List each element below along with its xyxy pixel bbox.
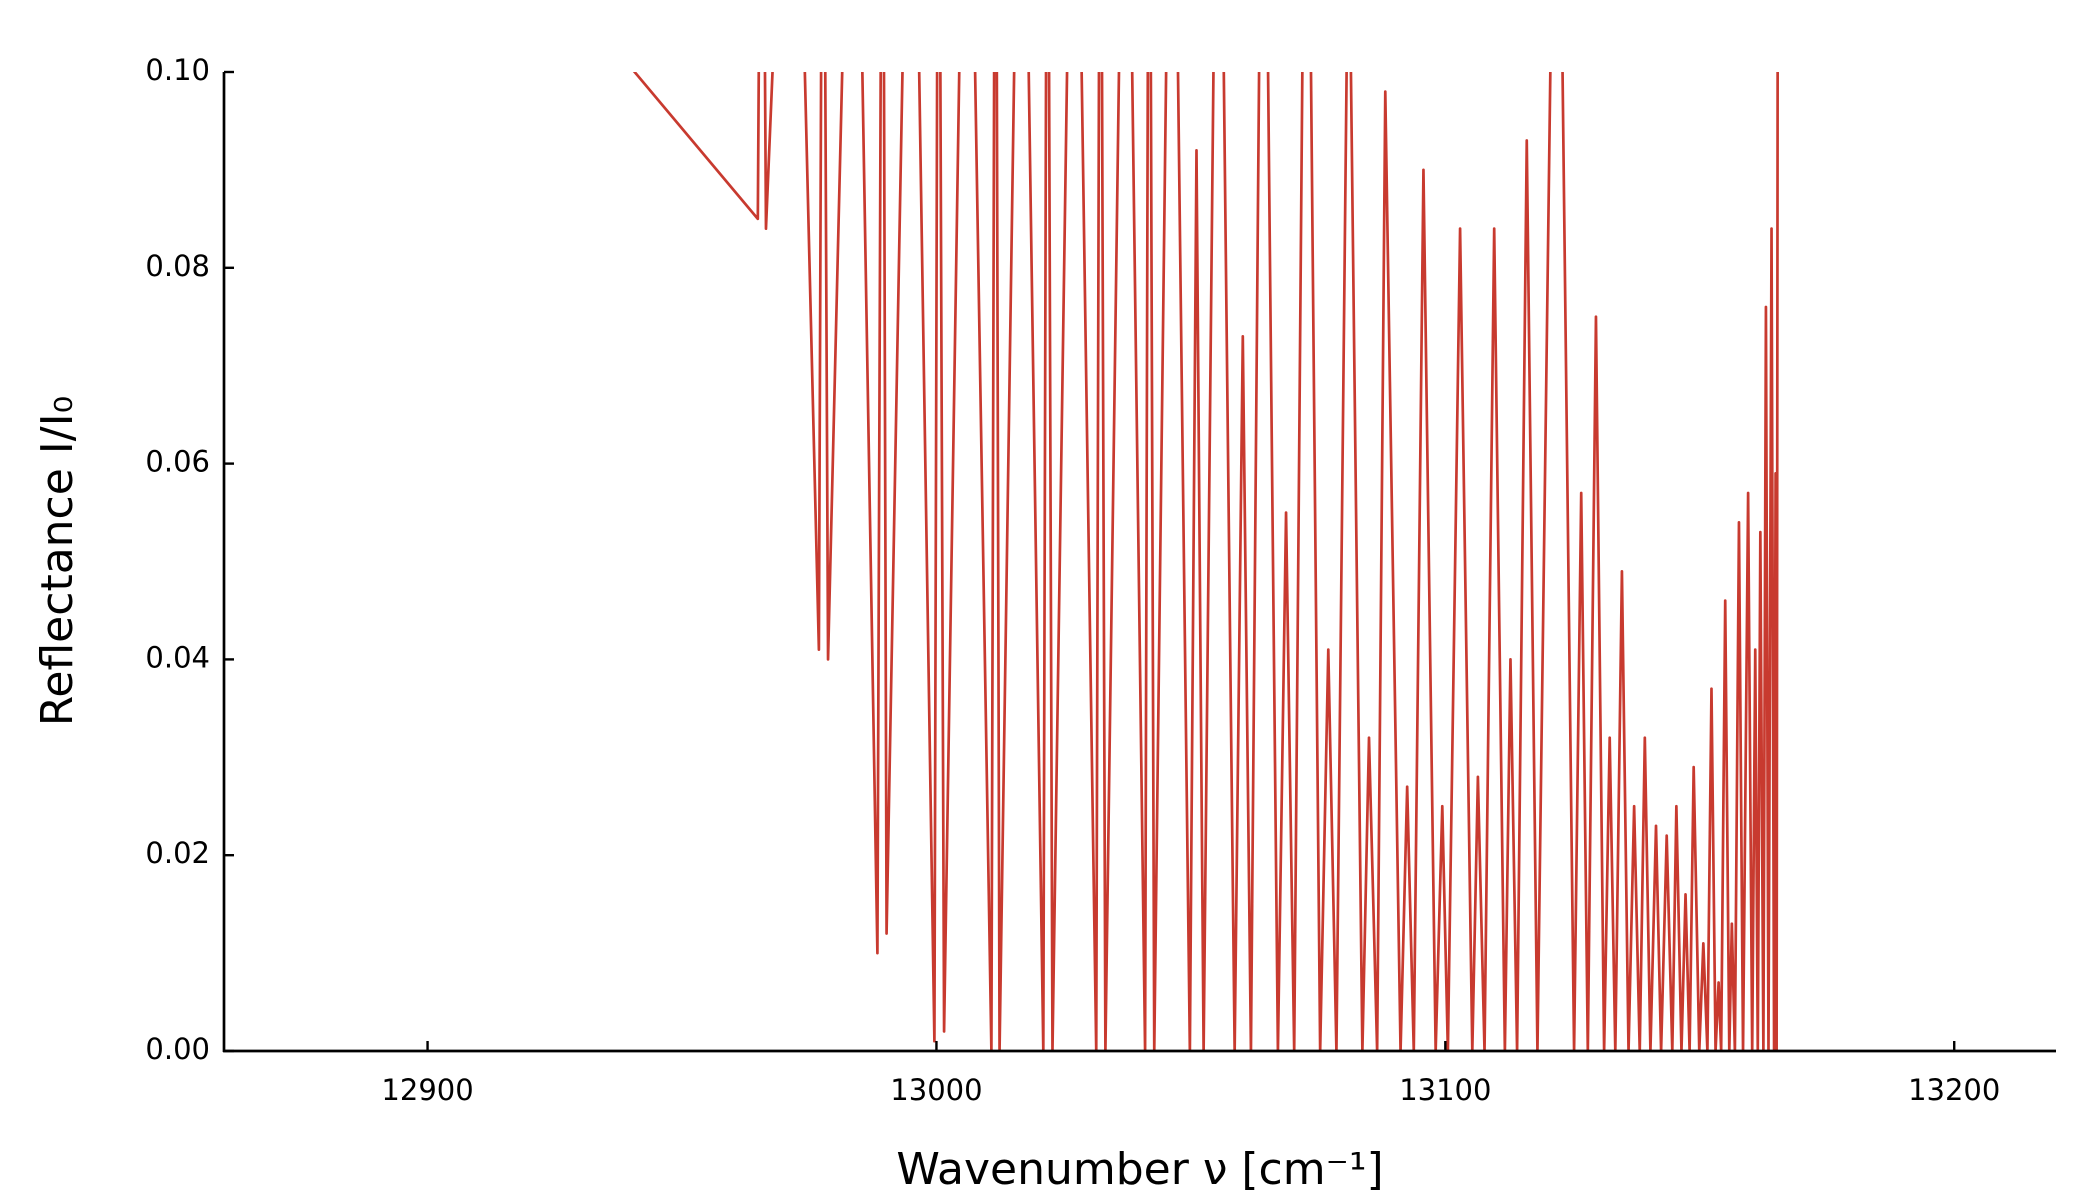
x-tick-label: 12900 — [381, 1073, 473, 1107]
x-tick-label: 13000 — [890, 1073, 982, 1107]
x-axis-label: Wavenumber ν [cm⁻¹] — [896, 1144, 1383, 1195]
y-tick-label: 0.08 — [145, 249, 210, 283]
spectrum-line — [632, 72, 1779, 1051]
y-tick-label: 0.00 — [145, 1032, 210, 1066]
y-axis-label: Reflectance I/I₀ — [32, 396, 83, 726]
y-tick-label: 0.04 — [145, 640, 210, 674]
y-tick-label: 0.06 — [145, 445, 210, 479]
x-tick-label: 13100 — [1399, 1073, 1491, 1107]
y-tick-label: 0.02 — [145, 836, 210, 870]
y-tick-label: 0.10 — [145, 53, 210, 87]
plot-area — [632, 72, 1779, 1051]
x-tick-label: 13200 — [1908, 1073, 2000, 1107]
